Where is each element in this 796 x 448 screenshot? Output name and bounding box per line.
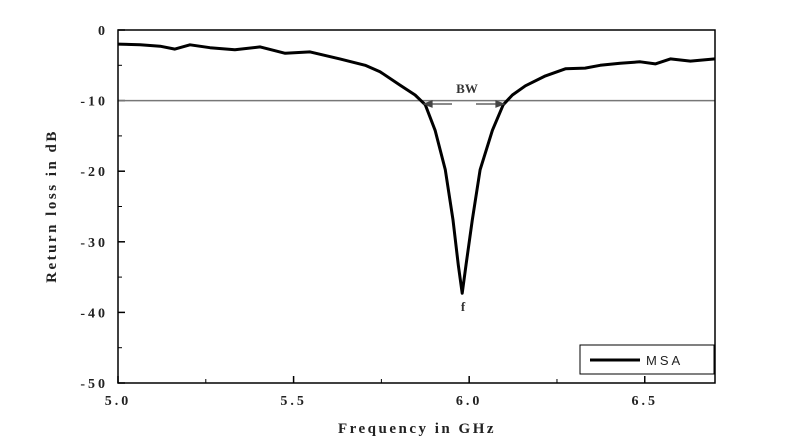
y-tick-label: 0 bbox=[98, 24, 108, 39]
x-tick-label: 6.0 bbox=[456, 394, 483, 409]
x-tick-label: 5.0 bbox=[105, 394, 132, 409]
bw-label: BW bbox=[456, 81, 478, 96]
y-tick-label: -20 bbox=[80, 165, 108, 180]
series-line-msa bbox=[117, 42, 716, 295]
x-tick-label: 5.5 bbox=[280, 394, 307, 409]
plot-frame bbox=[117, 29, 716, 384]
y-tick-label: -10 bbox=[80, 95, 108, 110]
y-axis-title: Return loss in dB bbox=[44, 129, 60, 283]
y-tick-label: -40 bbox=[80, 306, 108, 321]
legend-label-msa: MSA bbox=[646, 353, 683, 368]
bw-arrows bbox=[422, 100, 506, 108]
y-tick-label: -50 bbox=[80, 377, 108, 392]
x-axis-title: Frequency in GHz bbox=[338, 421, 496, 437]
x-tick-label: 6.5 bbox=[632, 394, 659, 409]
y-tick-label: -30 bbox=[80, 236, 108, 251]
resonance-label: f bbox=[461, 299, 466, 314]
legend: MSA bbox=[579, 344, 715, 375]
